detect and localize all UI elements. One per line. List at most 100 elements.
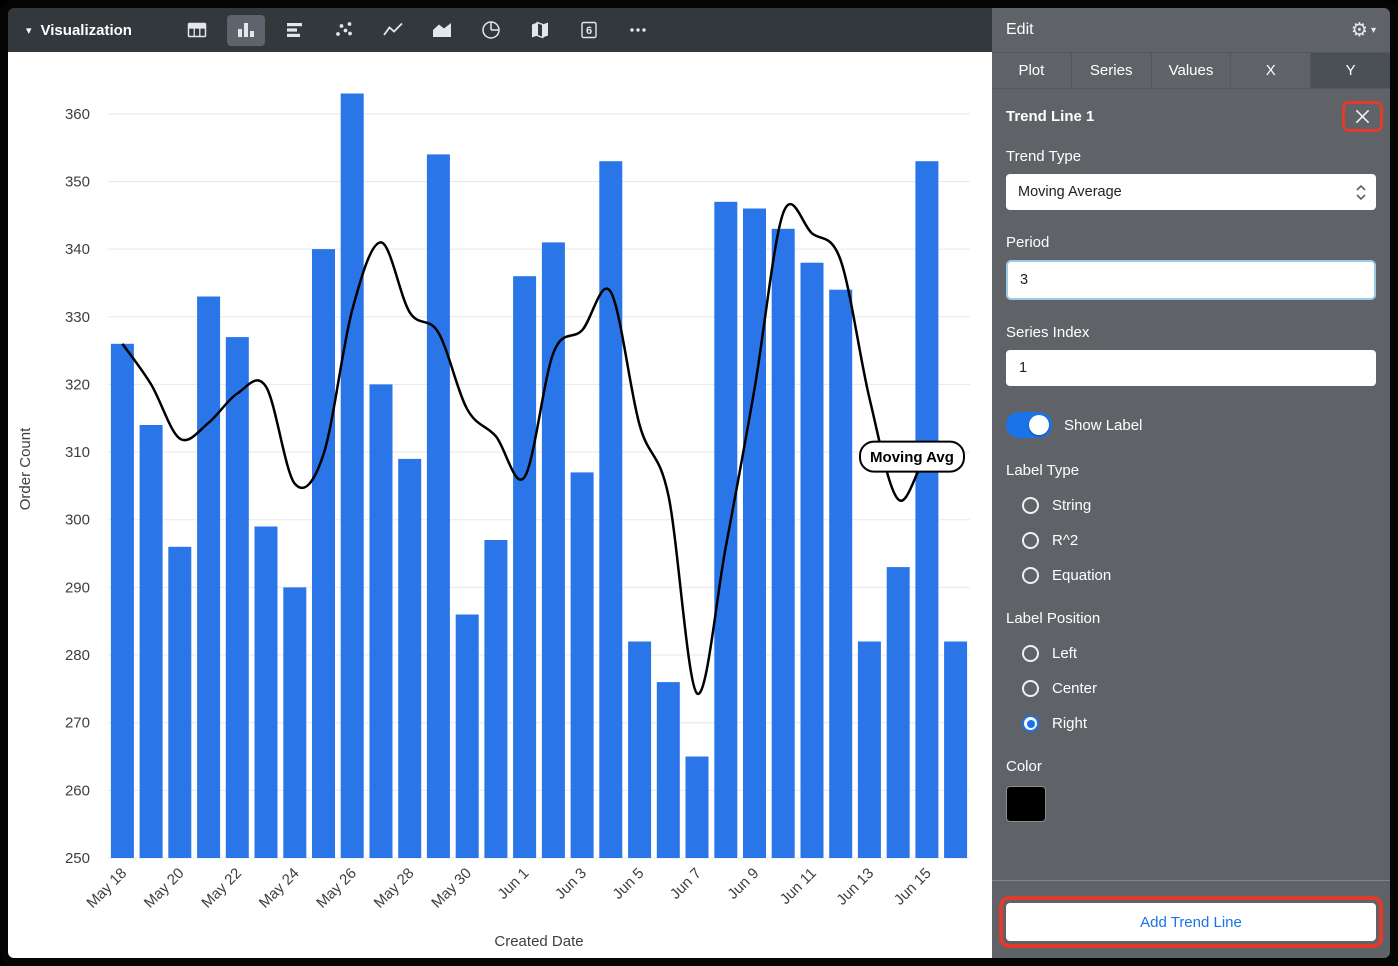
x-tick-label: May 24 — [256, 865, 303, 912]
bar — [886, 567, 910, 858]
trend-line-header: Trend Line 1 — [1006, 101, 1383, 132]
toggle-knob — [1029, 415, 1049, 435]
visualization-toolbar: ▾ Visualization — [8, 8, 992, 52]
tab-plot[interactable]: Plot — [992, 53, 1072, 88]
panel-settings-menu[interactable]: ⚙ ▾ — [1351, 21, 1376, 40]
bar — [369, 384, 393, 858]
x-tick-label: May 18 — [83, 865, 130, 912]
trend-line-form: Trend Line 1 Trend Type Moving Average P… — [992, 89, 1390, 958]
radio-equation-label: Equation — [1052, 567, 1112, 584]
radio-center[interactable] — [1022, 680, 1039, 697]
trend-type-value: Moving Average — [1018, 184, 1122, 200]
radio-equation[interactable] — [1022, 567, 1039, 584]
close-trend-line-button[interactable] — [1354, 108, 1371, 125]
app-window: ▾ Visualization — [8, 8, 1390, 958]
chart-type-icons: 6 — [178, 14, 657, 46]
radio-string[interactable] — [1022, 497, 1039, 514]
bar — [944, 641, 968, 858]
map-icon[interactable] — [521, 15, 559, 46]
period-label: Period — [1006, 234, 1050, 251]
svg-text:6: 6 — [586, 25, 592, 37]
trend-line-title: Trend Line 1 — [1006, 108, 1095, 125]
select-updown-icon — [1356, 184, 1366, 200]
radio-center-label: Center — [1052, 680, 1098, 697]
bar — [225, 337, 249, 859]
bar — [599, 161, 623, 858]
annotation-add-trend-line-highlight: Add Trend Line — [999, 896, 1383, 948]
radio-row-r2: R^2 — [1022, 530, 1376, 551]
add-trend-line-button[interactable]: Add Trend Line — [1006, 903, 1376, 941]
area-chart-icon[interactable] — [423, 15, 461, 46]
trend-label-pill: Moving Avg — [859, 440, 965, 473]
bar — [743, 208, 766, 858]
label-position-label: Label Position — [1006, 610, 1101, 627]
y-tick-label: 350 — [65, 173, 90, 190]
bar-chart-horizontal-icon[interactable] — [276, 15, 314, 46]
bar — [312, 249, 335, 859]
tab-values[interactable]: Values — [1152, 53, 1232, 88]
scatter-plot-icon[interactable] — [325, 15, 363, 46]
column-chart-icon[interactable] — [226, 14, 265, 46]
radio-row-right: Right — [1022, 713, 1376, 734]
radio-left[interactable] — [1022, 645, 1039, 662]
x-tick-label: May 28 — [371, 865, 418, 912]
x-tick-label: Jun 3 — [552, 865, 590, 903]
bar — [283, 587, 307, 858]
bar — [197, 296, 221, 858]
gear-icon: ⚙ — [1350, 19, 1368, 41]
bar — [857, 641, 881, 858]
trend-line — [121, 202, 956, 695]
bar — [168, 546, 192, 858]
x-tick-label: Jun 13 — [833, 865, 877, 909]
show-label-text: Show Label — [1064, 416, 1143, 434]
y-tick-label: 270 — [65, 715, 90, 732]
close-icon — [1355, 109, 1370, 124]
x-tick-label: Jun 15 — [891, 865, 935, 909]
radio-row-left: Left — [1022, 643, 1376, 664]
tab-series[interactable]: Series — [1072, 53, 1152, 88]
pie-chart-icon[interactable] — [472, 15, 510, 46]
more-icon[interactable] — [619, 15, 657, 46]
x-axis-title: Created Date — [494, 933, 583, 950]
bar — [570, 472, 594, 858]
tab-y[interactable]: Y — [1311, 53, 1390, 88]
radio-row-string: String — [1022, 495, 1376, 516]
x-tick-label: Jun 1 — [494, 865, 532, 903]
bar — [426, 154, 450, 858]
visualization-column: ▾ Visualization — [8, 8, 992, 958]
edit-panel: Edit ⚙ ▾ Plot Series Values X Y Trend Li… — [992, 8, 1390, 958]
x-tick-label: May 20 — [141, 865, 188, 912]
bar — [714, 201, 738, 859]
period-input[interactable] — [1006, 260, 1376, 300]
x-tick-label: May 26 — [313, 865, 360, 912]
show-label-toggle[interactable] — [1006, 412, 1052, 438]
bar — [771, 228, 795, 859]
divider — [992, 880, 1390, 881]
x-tick-label: Jun 9 — [724, 865, 762, 903]
chart-area: 250 260 270 280 290 300 310 320 330 340 350 360 May … — [8, 52, 992, 958]
annotation-close-highlight — [1342, 101, 1383, 132]
edit-panel-header: Edit ⚙ ▾ — [992, 8, 1390, 52]
radio-r2[interactable] — [1022, 532, 1039, 549]
radio-right-label: Right — [1052, 715, 1088, 732]
y-tick-label: 260 — [65, 782, 90, 799]
series-index-input[interactable] — [1006, 350, 1376, 386]
tab-x[interactable]: X — [1231, 53, 1312, 88]
visualization-menu[interactable]: ▾ Visualization — [26, 22, 132, 39]
bar — [656, 682, 680, 858]
y-tick-label: 290 — [65, 579, 90, 596]
single-value-icon[interactable]: 6 — [570, 15, 608, 46]
color-swatch[interactable] — [1006, 786, 1046, 822]
y-axis-title: Order Count — [17, 427, 34, 510]
x-tick-label: Jun 11 — [777, 865, 820, 908]
bar — [541, 242, 565, 858]
radio-r2-label: R^2 — [1052, 532, 1079, 549]
y-tick-label: 300 — [65, 512, 90, 529]
line-chart-icon[interactable] — [374, 15, 412, 46]
trend-type-select[interactable]: Moving Average — [1006, 174, 1376, 210]
radio-right[interactable] — [1022, 715, 1039, 732]
chevron-down-icon: ▾ — [26, 24, 32, 37]
radio-left-label: Left — [1052, 645, 1078, 662]
table-icon[interactable] — [178, 15, 216, 46]
